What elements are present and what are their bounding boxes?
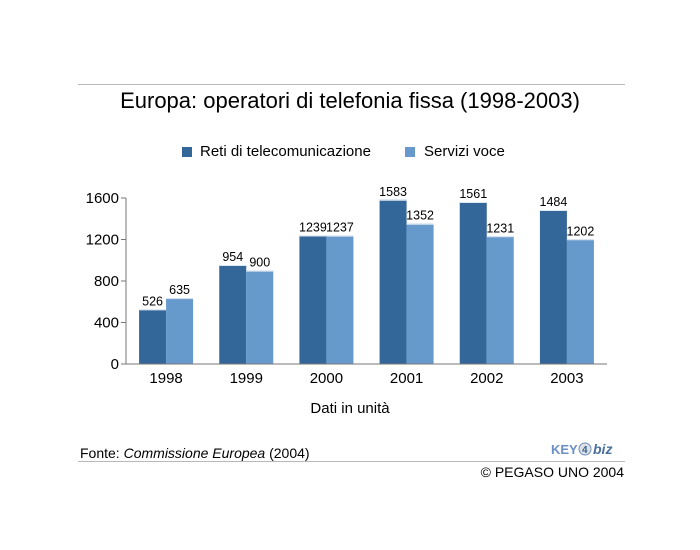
legend-swatch-servizi (405, 147, 415, 157)
bar-reti (219, 265, 247, 364)
y-tick-label: 1200 (86, 232, 119, 249)
x-tick-label: 1998 (149, 370, 182, 387)
bar-reti (139, 309, 167, 364)
x-tick-label: 2003 (550, 370, 583, 387)
bar-servizi (566, 239, 594, 364)
chart-title: Europa: operatori di telefonia fissa (19… (120, 88, 580, 113)
data-label: 1231 (486, 221, 514, 235)
data-label: 1237 (326, 221, 354, 235)
data-label: 1239 (299, 220, 327, 234)
y-tick-label: 0 (111, 356, 119, 373)
legend-label-servizi: Servizi voce (424, 143, 505, 160)
source-name: Commissione Europea (123, 445, 266, 461)
bar-servizi (486, 236, 514, 364)
bar-servizi (166, 298, 194, 364)
bar-servizi (406, 223, 434, 364)
bar-reti (459, 202, 487, 364)
x-tick-label: 2001 (390, 370, 423, 387)
bar-servizi (246, 270, 274, 364)
top-divider (78, 84, 625, 85)
key4biz-logo: KEY 4 biz (551, 441, 612, 457)
chart-legend: Reti di telecomunicazione Servizi voce (0, 142, 700, 162)
svg-text:KEY: KEY (551, 442, 578, 457)
y-tick-label: 1600 (86, 190, 119, 207)
data-label: 635 (169, 283, 190, 297)
bar-servizi (326, 235, 354, 364)
x-axis-caption: Dati in unità (310, 400, 390, 417)
bar-reti (379, 199, 407, 364)
data-label: 954 (222, 250, 243, 264)
data-label: 1484 (540, 195, 568, 209)
x-tick-label: 2000 (310, 370, 343, 387)
copyright-text: © PEGASO UNO 2004 (480, 464, 624, 480)
x-tick-label: 1999 (230, 370, 263, 387)
data-label: 900 (249, 256, 270, 270)
y-tick-label: 400 (94, 315, 119, 332)
data-label: 1583 (379, 185, 407, 199)
legend-label-reti: Reti di telecomunicazione (200, 143, 371, 160)
data-label: 526 (142, 294, 163, 308)
x-tick-label: 2002 (470, 370, 503, 387)
source-prefix: Fonte: (80, 445, 124, 461)
source-note: Fonte: Commissione Europea (2004) (80, 445, 310, 461)
bar-reti (539, 210, 567, 364)
data-label: 1352 (406, 209, 434, 223)
legend-swatch-reti (182, 147, 192, 157)
y-tick-label: 800 (94, 273, 119, 290)
bottom-divider (78, 461, 625, 462)
svg-text:biz: biz (593, 441, 612, 457)
data-label: 1202 (567, 224, 595, 238)
source-suffix: (2004) (265, 445, 310, 461)
svg-text:4: 4 (582, 445, 588, 456)
data-label: 1561 (459, 187, 487, 201)
bar-reti (299, 235, 327, 364)
